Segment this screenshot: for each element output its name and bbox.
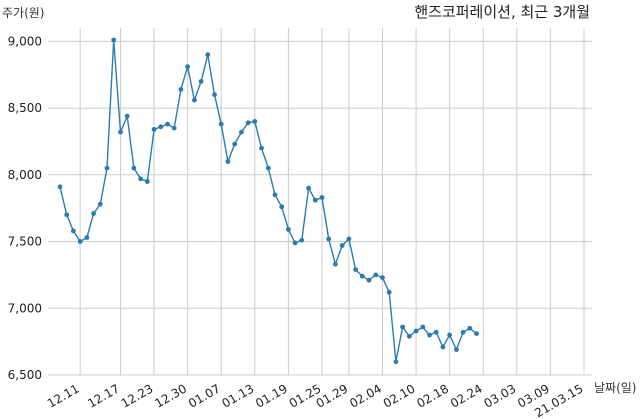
data-point [272,192,278,198]
y-axis-label: 주가(원) [2,6,44,20]
data-point [232,141,238,147]
x-tick-label: 01.29 [314,381,351,410]
data-point [346,236,352,242]
x-axis-label: 날짜(일) [594,381,636,395]
x-tick-label: 12.30 [152,381,189,410]
x-tick-label: 12.11 [45,381,82,410]
data-point [467,325,473,331]
data-point [205,52,211,58]
data-point [286,227,291,232]
y-tick-label: 9,000 [8,34,42,48]
data-point [292,240,298,246]
data-point [265,165,271,171]
data-point [259,145,264,151]
data-point [427,332,432,338]
data-point [353,267,358,272]
data-point [77,239,83,244]
data-point [144,179,150,184]
x-tick-label: 01.07 [186,381,223,410]
data-point [138,176,144,182]
grid [48,28,592,376]
price-series [57,37,479,365]
data-point [71,228,76,234]
x-tick-label: 12.23 [119,381,156,410]
y-tick-labels: 6,500 7,000 7,500 8,000 8,500 9,000 [8,34,42,382]
x-tick-label: 02.24 [448,381,485,410]
x-tick-label: 03.03 [482,381,519,410]
data-point [192,97,197,103]
data-point [118,129,123,135]
data-point [366,277,372,283]
y-tick-label: 7,500 [8,235,42,249]
series-line [59,39,477,362]
data-point [333,261,338,267]
data-point [218,121,224,127]
data-point [91,211,96,216]
data-point [165,121,170,127]
data-point [460,329,466,335]
data-point [245,120,251,126]
data-point [373,272,379,278]
data-point [359,273,365,279]
data-point [400,324,405,330]
data-point [386,289,392,295]
data-point [151,126,157,132]
data-point [131,165,137,171]
data-point [380,275,385,280]
data-point [97,201,103,207]
data-point [447,332,452,338]
y-tick-label: 7,000 [8,301,42,315]
data-point [339,243,345,248]
data-point [84,235,90,240]
y-tick-label: 6,500 [8,368,42,382]
data-point [178,87,184,92]
data-point [104,165,110,171]
data-point [124,113,130,119]
data-point [225,159,231,164]
data-point [319,195,325,200]
data-point [420,324,426,330]
x-tick-label: 01.13 [220,381,257,410]
data-point [239,129,244,135]
y-tick-label: 8,500 [8,101,42,115]
data-point [440,344,446,350]
data-point [212,92,217,98]
data-point [57,184,63,190]
x-tick-label: 12.17 [85,381,122,410]
data-point [171,125,177,131]
data-point [454,347,459,352]
data-point [299,237,305,243]
data-point [406,333,412,339]
data-point [252,119,258,124]
y-tick-label: 8,000 [8,168,42,182]
data-point [312,197,318,203]
data-point [158,124,164,130]
x-tick-labels: 12.11 12.1712.2312.3001.0701.1301.1901.25… [45,381,586,419]
data-point [413,328,419,334]
data-point [474,331,479,336]
data-point [111,37,117,43]
data-point [185,64,191,70]
data-point [198,79,204,84]
x-tick-label: 02.04 [347,381,384,410]
x-tick-label: 02.18 [414,381,451,410]
data-point [326,236,332,242]
data-point [279,204,285,210]
data-point [64,212,70,218]
x-tick-label: 02.10 [381,381,418,410]
chart-title: 핸즈코퍼레이션, 최근 3개월 [414,3,590,21]
x-tick-label: 01.19 [253,381,290,410]
data-point [393,359,399,365]
data-point [433,329,439,335]
data-point [306,185,311,191]
